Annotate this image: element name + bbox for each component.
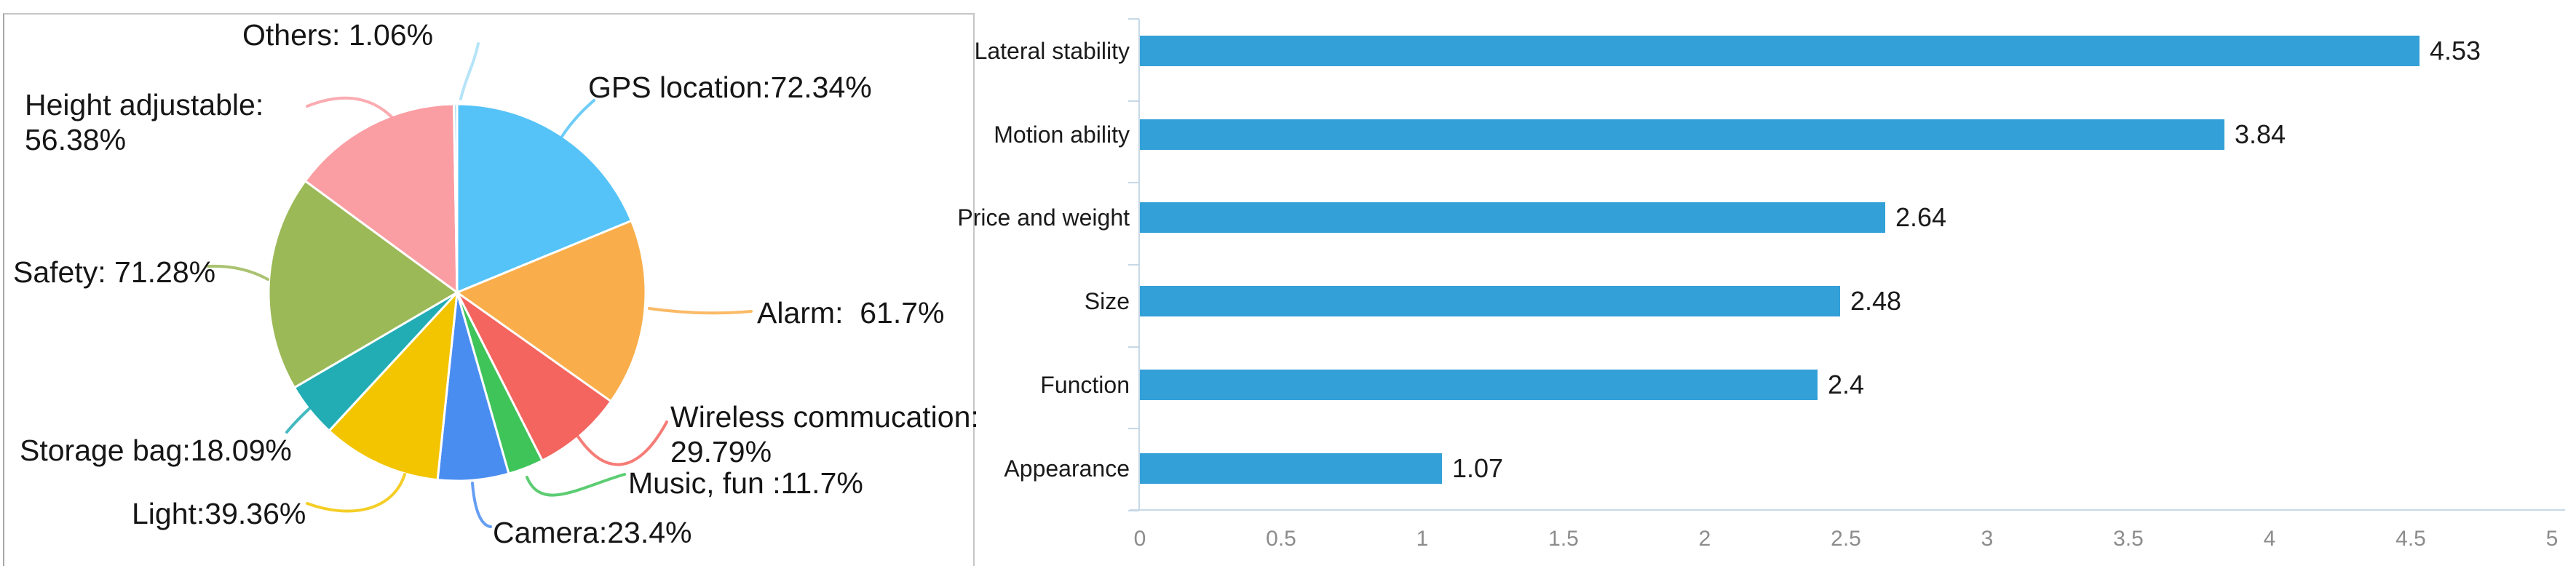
pie-slice-light [328, 289, 459, 482]
pie-slice-others [452, 103, 459, 293]
pie-label-safety: Safety: 71.28% [13, 255, 215, 290]
pie-label-wireless-commucation: Wireless commucation: 29.79% [670, 399, 979, 469]
pie-leader-line-music-fun [526, 473, 626, 497]
pie-leader-line-gps-location [558, 99, 595, 143]
pie-label-light: Light:39.36% [132, 496, 306, 531]
bar-motion-ability [1140, 119, 2224, 150]
pie-label-line: Wireless commucation: [670, 400, 979, 434]
bar-category-label-function: Function [1040, 372, 1130, 398]
x-axis-tick-label: 1 [1416, 527, 1429, 551]
pie-leader-line-wireless-commucation [576, 420, 668, 466]
bar-y-axis-tick [1128, 264, 1139, 266]
pie-label-storage-bag: Storage bag:18.09% [20, 433, 292, 468]
bar-size [1140, 286, 1840, 316]
x-axis-tick-label: 4.5 [2395, 527, 2426, 551]
pie-leader-line-light [306, 473, 406, 513]
bar-y-axis-tick [1128, 428, 1139, 429]
bar-y-axis-tick [1128, 510, 1139, 511]
bar-category-label-motion-ability: Motion ability [994, 121, 1130, 148]
pie-label-line: Alarm: 61.7% [757, 296, 945, 330]
pie-leader-line-storage-bag [285, 404, 314, 434]
bar-category-label-lateral-stability: Lateral stability [974, 38, 1130, 64]
pie-slice-alarm [454, 219, 647, 403]
x-axis-tick-label: 5 [2545, 527, 2559, 551]
pie-chart [207, 42, 753, 528]
x-axis-tick-label: 0.5 [1266, 527, 1296, 551]
x-axis-tick-label: 2.5 [1831, 527, 1861, 551]
pie-label-gps-location: GPS location:72.34% [588, 70, 872, 105]
pie-slice-safety [267, 179, 459, 389]
bar-y-axis-tick [1128, 18, 1139, 20]
pie-slice-height-adjustable [304, 103, 459, 295]
bar-value-label-appearance: 1.07 [1452, 453, 1504, 483]
bar-value-label-size: 2.48 [1850, 286, 1902, 316]
bar-value-label-motion-ability: 3.84 [2235, 119, 2286, 149]
pie-label-alarm: Alarm: 61.7% [757, 295, 945, 330]
bar-value-label-function: 2.4 [1828, 370, 1865, 399]
bar-y-axis-tick [1128, 346, 1139, 348]
x-axis-tick-label: 0 [1133, 527, 1146, 551]
bar-price-and-weight [1140, 202, 1885, 233]
bar-category-label-size: Size [1084, 288, 1130, 314]
pie-label-music-fun: Music, fun :11.7% [628, 466, 863, 501]
pie-leader-line-alarm [648, 307, 753, 315]
x-axis-tick-label: 2 [1698, 527, 1711, 551]
bar-category-label-appearance: Appearance [1004, 455, 1130, 482]
pie-label-others: Others: 1.06% [242, 17, 433, 52]
pie-label-line: GPS location:72.34% [588, 71, 872, 104]
pie-label-line: Storage bag:18.09% [20, 434, 292, 467]
pie-leader-line-others [459, 42, 480, 100]
bar-function [1140, 370, 1818, 400]
pie-label-line: Others: 1.06% [242, 18, 434, 52]
pie-leader-line-safety [207, 264, 269, 281]
bar-appearance [1140, 453, 1442, 484]
pie-slice-wireless-commucation [456, 291, 613, 463]
pie-label-line: Light:39.36% [132, 497, 306, 530]
pie-label-line: Height adjustable: [25, 88, 264, 121]
bar-y-axis-tick [1128, 100, 1139, 102]
bar-lateral-stability [1140, 36, 2420, 66]
pie-label-line: Safety: 71.28% [13, 255, 216, 289]
x-axis-tick-label: 4 [2263, 527, 2276, 551]
pie-label-line: 56.38% [25, 123, 127, 156]
bar-y-axis-line [1138, 19, 1140, 511]
pie-leader-line-camera [471, 482, 492, 528]
pie-label-camera: Camera:23.4% [493, 515, 691, 550]
x-axis-tick-label: 3 [1981, 527, 1994, 551]
x-axis-tick-label: 3.5 [2113, 527, 2144, 551]
bar-y-axis-tick [1128, 182, 1139, 183]
pie-label-line: Music, fun :11.7% [628, 466, 863, 500]
bar-x-axis-line [1130, 509, 2565, 511]
pie-label-line: 29.79% [670, 435, 772, 469]
pie-label-height-adjustable: Height adjustable: 56.38% [25, 87, 263, 157]
x-axis-tick-label: 1.5 [1548, 527, 1579, 551]
pie-leader-line-height-adjustable [306, 96, 398, 124]
bar-category-label-price-and-weight: Price and weight [957, 204, 1130, 231]
bar-value-label-lateral-stability: 4.53 [2430, 36, 2481, 65]
pie-label-line: Camera:23.4% [493, 516, 692, 549]
bar-value-label-price-and-weight: 2.64 [1895, 202, 1947, 232]
